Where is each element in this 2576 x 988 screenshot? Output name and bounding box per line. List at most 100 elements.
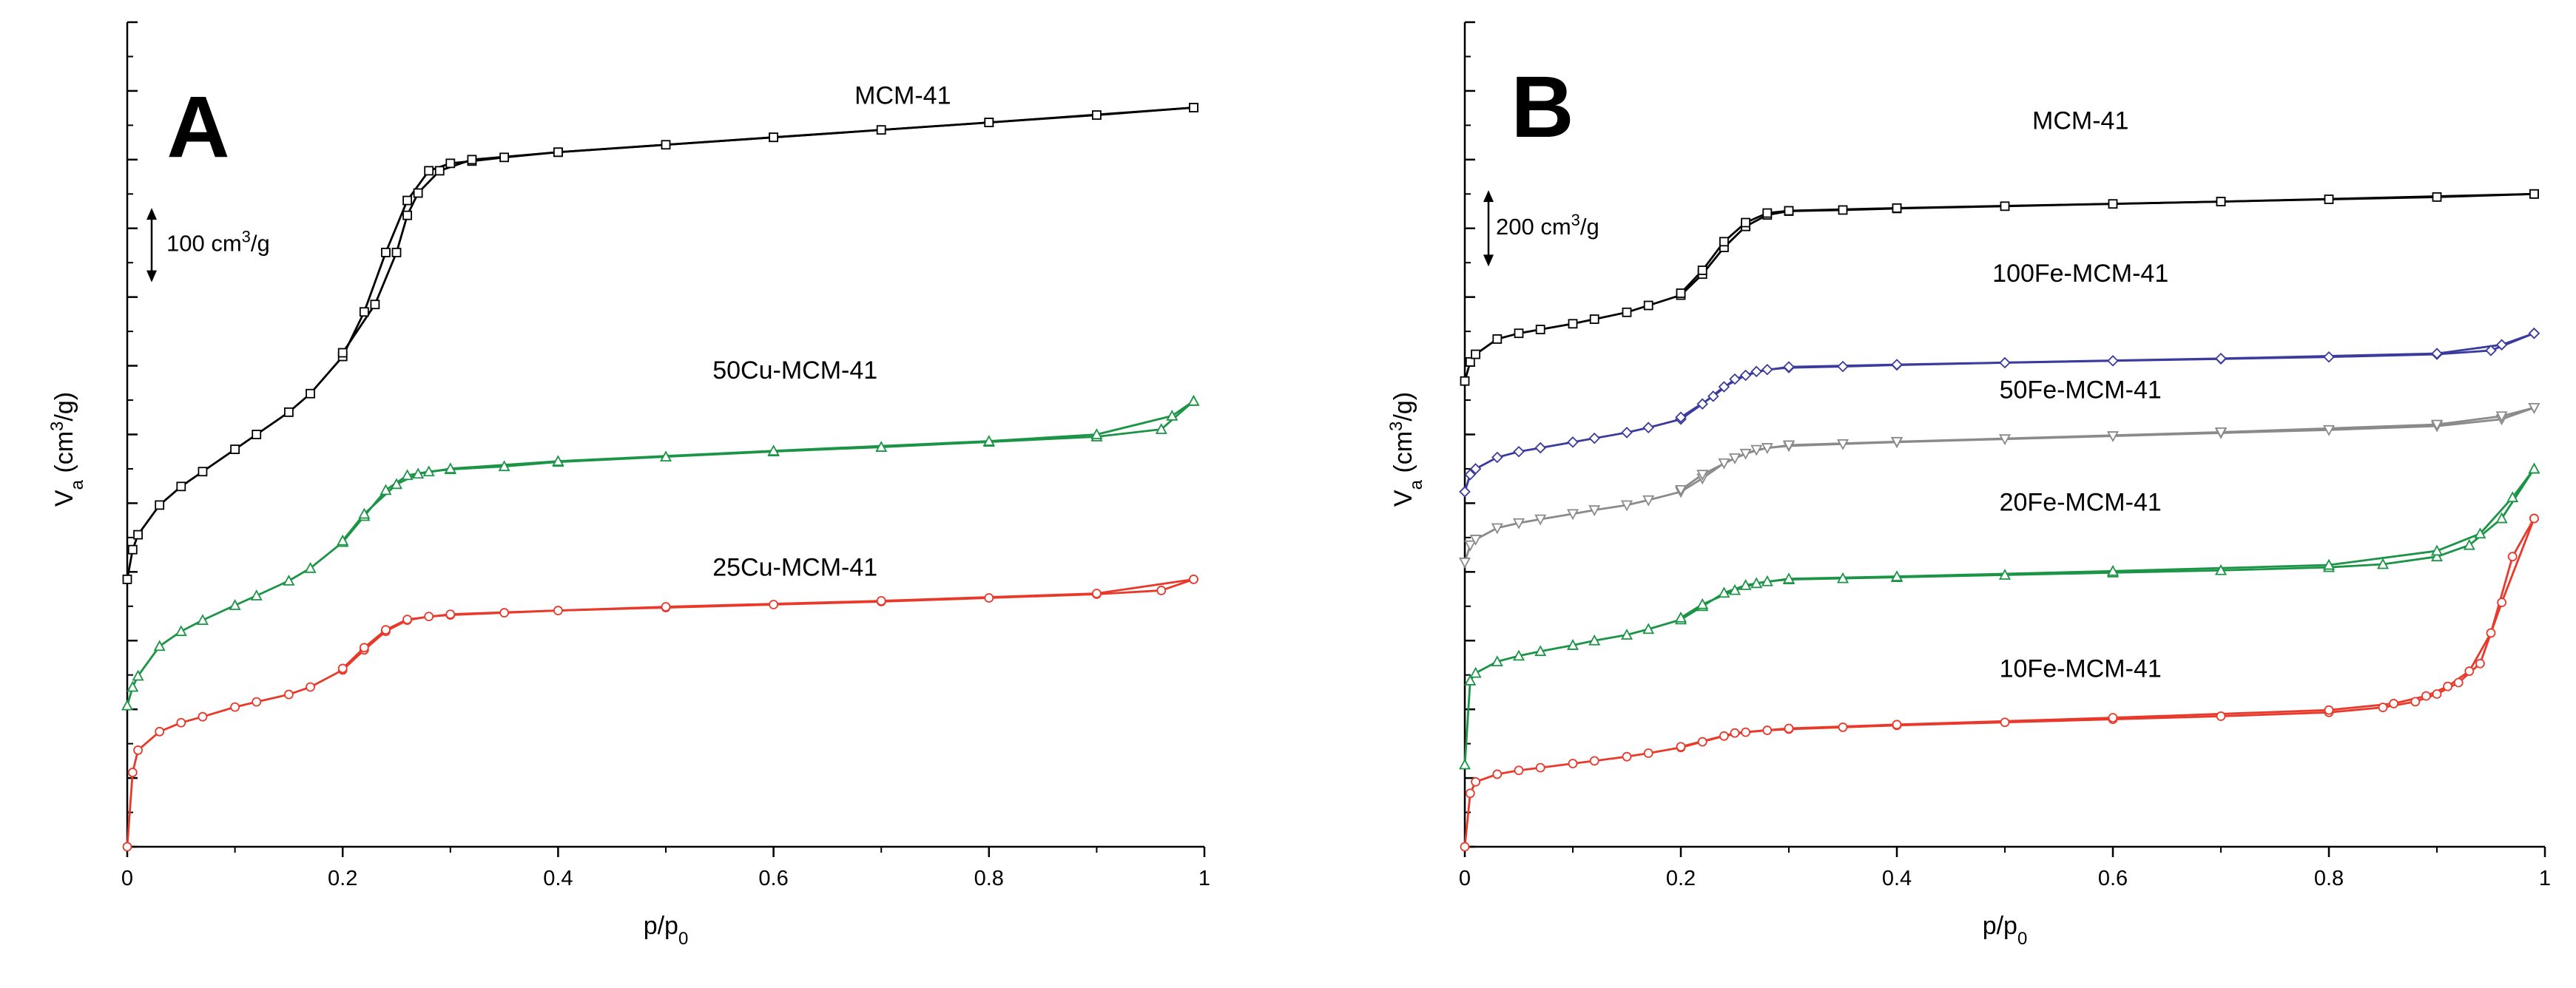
y-axis-title-subscript: a (1406, 479, 1426, 490)
data-point (381, 625, 391, 635)
series-label: 50Fe-MCM-41 (2000, 376, 2162, 404)
data-point (1836, 572, 1850, 583)
data-point (153, 640, 166, 652)
data-point (1534, 645, 1547, 657)
x-axis-title-subscript: 0 (678, 929, 688, 949)
data-point (230, 444, 240, 454)
series-10fe-mcm-41: 10Fe-MCM-41 (1460, 513, 2539, 852)
data-point (2497, 598, 2507, 608)
x-tick-label: 0 (121, 867, 133, 890)
data-point (283, 574, 295, 586)
data-point (337, 348, 348, 358)
data-point (553, 147, 563, 158)
x-tick-label: 0.4 (1882, 867, 1912, 890)
data-point (661, 140, 671, 150)
data-point (1460, 376, 1470, 386)
x-tick-label: 0.6 (758, 867, 788, 890)
data-point (434, 166, 445, 176)
data-point (1492, 334, 1503, 344)
data-point (380, 484, 392, 495)
data-point (1741, 727, 1751, 737)
data-point (1471, 776, 1480, 787)
data-point (1762, 725, 1773, 735)
data-point (155, 726, 165, 737)
data-point (1622, 307, 1632, 317)
data-point (1782, 572, 1796, 584)
data-point (306, 682, 315, 692)
data-point (1750, 577, 1763, 589)
data-point (127, 680, 139, 692)
data-point (1187, 394, 1200, 406)
data-point (1471, 349, 1480, 359)
data-point (1890, 436, 1904, 448)
series-label: MCM-41 (854, 81, 951, 109)
data-point (1620, 629, 1633, 640)
data-point (1837, 360, 1849, 373)
scale-bar-arrow-down-icon (146, 270, 157, 282)
data-point (1513, 445, 1525, 458)
data-point (2378, 703, 2388, 712)
data-point (155, 500, 165, 510)
desorption-line (342, 578, 1194, 669)
data-point (122, 574, 132, 584)
data-point (2324, 194, 2334, 204)
data-point (1464, 468, 1477, 481)
series-50fe-mcm-41: 50Fe-MCM-41 (1458, 376, 2540, 569)
data-point (132, 669, 144, 681)
data-point (1090, 428, 1103, 439)
data-point (1741, 217, 1751, 228)
x-axis-title: p/p0 (1983, 912, 2028, 949)
data-point (552, 455, 564, 467)
scale-bar-label: 200 cm3/g (1496, 210, 1599, 240)
data-point (1535, 325, 1545, 334)
y-axis-title-tail: /g) (50, 392, 78, 422)
data-point (2495, 411, 2508, 423)
data-point (133, 745, 143, 755)
data-point (401, 469, 414, 481)
data-point (2324, 705, 2334, 715)
data-point (2495, 339, 2508, 351)
data-point (553, 606, 563, 615)
data-point (2529, 189, 2539, 199)
panel-letter: B (1511, 58, 1574, 156)
data-point (1998, 569, 2012, 580)
scale-bar-label-tail: /g (1580, 214, 1599, 240)
data-point (1707, 390, 1719, 402)
data-point (1566, 509, 1579, 521)
data-point (283, 407, 294, 417)
data-point (402, 195, 412, 206)
data-point (875, 441, 888, 452)
data-point (1892, 203, 1902, 213)
data-point (1761, 443, 1773, 454)
data-point (2430, 544, 2444, 556)
data-point (1642, 623, 1655, 635)
data-point (1166, 409, 1179, 421)
data-point (1784, 723, 1794, 734)
data-point (198, 711, 208, 722)
data-point (1718, 458, 1730, 470)
desorption-line (1680, 407, 2535, 491)
data-point (984, 118, 994, 128)
data-point (1620, 500, 1633, 512)
x-axis-title: p/p0 (644, 912, 689, 949)
data-point (1696, 470, 1709, 481)
data-point (1189, 574, 1198, 584)
series-100fe-mcm-41: 100Fe-MCM-41 (1459, 260, 2540, 498)
data-point (2214, 564, 2228, 575)
data-point (2528, 462, 2540, 474)
data-point (876, 596, 886, 606)
adsorption-line (126, 400, 1195, 706)
data-point (1491, 523, 1503, 535)
data-point (424, 612, 434, 622)
data-point (2389, 699, 2399, 708)
data-point (444, 462, 456, 474)
data-point (1838, 723, 1848, 732)
data-point (1643, 300, 1653, 311)
series-mcm-41: MCM-41 (122, 81, 1198, 584)
data-point (1512, 649, 1525, 661)
y-axis-title-superscript: 3 (1386, 422, 1406, 431)
data-point (1697, 737, 1707, 747)
series-50cu-mcm-41: 50Cu-MCM-41 (121, 356, 1200, 711)
data-point (2495, 512, 2508, 524)
